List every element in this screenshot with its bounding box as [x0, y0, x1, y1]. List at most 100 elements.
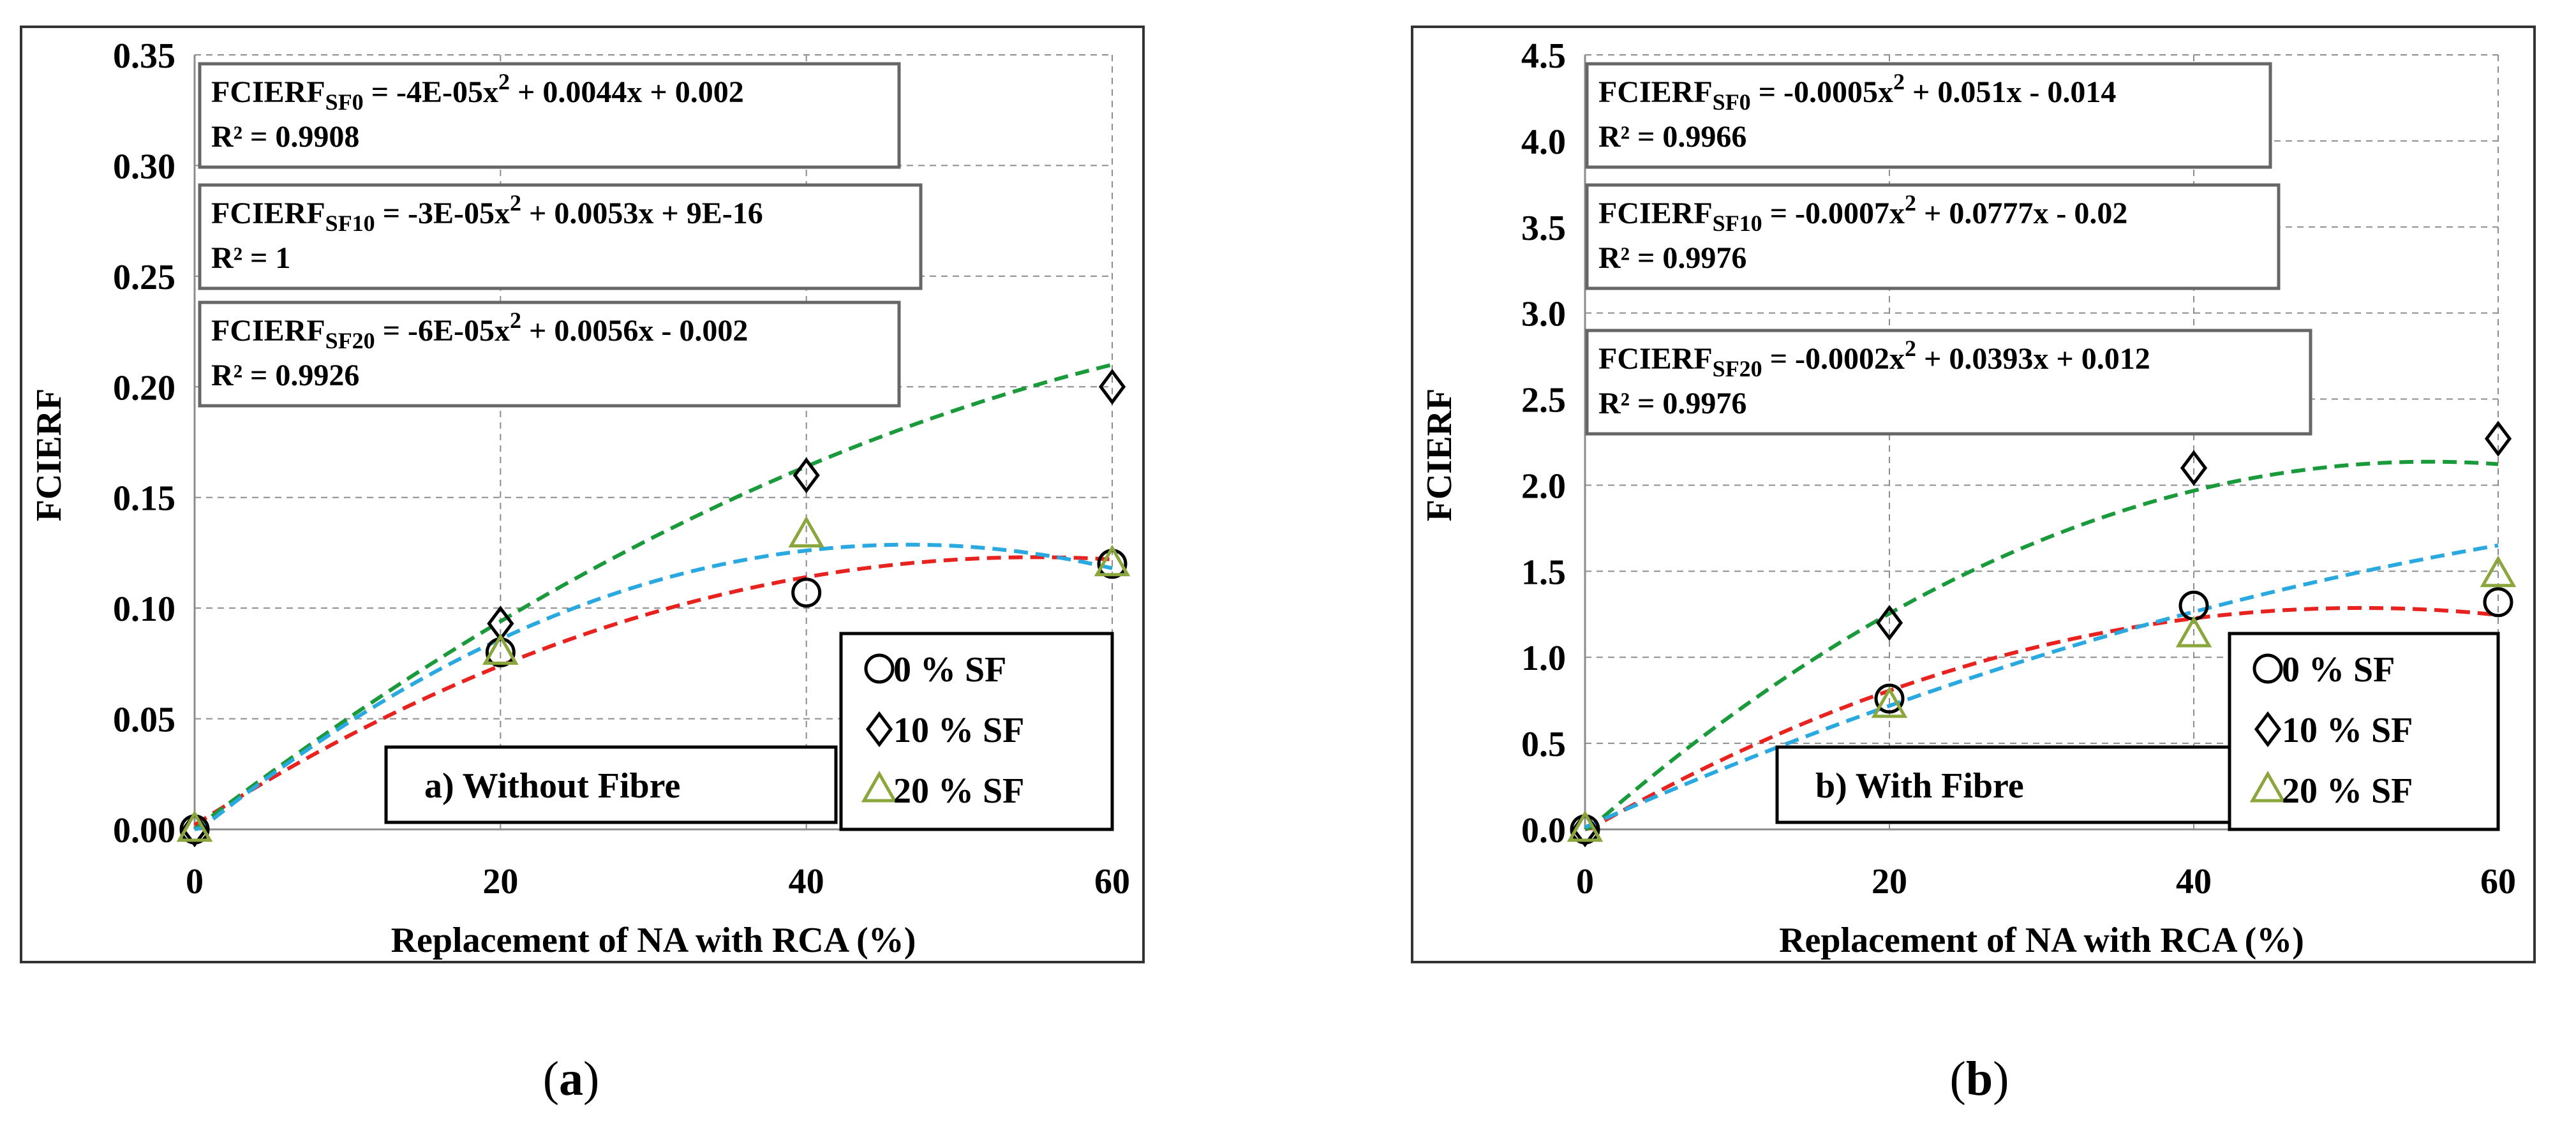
- data-point-circle: [1874, 683, 1905, 714]
- equation-prefix: FCIERF: [1598, 75, 1713, 109]
- equation-box: [1585, 62, 2272, 169]
- subfigure-caption: (a): [543, 1052, 600, 1106]
- y-tick-label: 1.5: [1521, 552, 1566, 592]
- caption-paren-close: ): [583, 1052, 599, 1106]
- y-tick-label: 3.5: [1521, 209, 1566, 248]
- data-point-triangle: [2480, 555, 2517, 588]
- chart-panel-b: 0.0 0.5 1.0 1.5 2.0 2.5 3.0 3.5 4.0 4.5 0 20 40 60 Rep…: [1411, 26, 2536, 1106]
- equation-subscript: SF0: [325, 89, 364, 115]
- equation-prefix: FCIERF: [1598, 342, 1713, 376]
- x-tick-label: 40: [2176, 862, 2212, 901]
- data-point-diamond: [1875, 605, 1903, 641]
- r-squared-text: R² = 0.9908: [211, 120, 359, 154]
- r-squared-text: R² = 0.9966: [1598, 120, 1746, 154]
- x-tick-label: 0: [186, 862, 204, 901]
- data-point-triangle: [1567, 810, 1604, 842]
- equation-text: FCIERFSF20 = -6E-05x2 + 0.0056x - 0.002: [211, 308, 748, 353]
- caption-paren-open: (: [543, 1052, 559, 1106]
- data-point-circle: [791, 577, 822, 608]
- caption-letter: a: [559, 1052, 583, 1106]
- legend-marker-diamond: [865, 711, 893, 748]
- x-axis-title: Replacement of NA with RCA (%): [391, 921, 916, 960]
- equation-subscript: SF20: [1713, 356, 1762, 382]
- r-squared-text: R² = 0.9976: [1598, 241, 1746, 275]
- equation-superscript: 2: [510, 308, 521, 333]
- equation-box: [198, 183, 923, 290]
- legend-box: [2228, 632, 2500, 831]
- trendline-circle: [193, 555, 1113, 827]
- caption-letter: b: [1966, 1052, 1993, 1106]
- data-point-triangle: [176, 810, 213, 842]
- x-tick-label: 40: [789, 862, 824, 901]
- y-tick-label: 0.15: [113, 479, 175, 519]
- y-tick-label: 0.5: [1521, 725, 1566, 764]
- y-tick-label: 0.00: [113, 811, 175, 850]
- data-point-circle: [2483, 587, 2513, 618]
- x-tick-label: 60: [2480, 862, 2516, 901]
- equation-prefix: FCIERF: [211, 197, 325, 230]
- caption-paren-close: ): [1993, 1052, 2009, 1106]
- data-point-triangle: [788, 515, 824, 548]
- equation-prefix: FCIERF: [211, 75, 325, 109]
- y-tick-label: 2.5: [1521, 381, 1566, 420]
- y-axis-title: FCIERF: [1420, 389, 1459, 521]
- equation-subscript: SF20: [325, 328, 375, 353]
- y-tick-label: 4.5: [1521, 36, 1566, 76]
- equation-subscript: SF10: [325, 211, 375, 236]
- equation-lhs: = -0.0002x: [1762, 342, 1905, 376]
- y-tick-label: 0.35: [113, 36, 175, 76]
- legend-label: 0 % SF: [893, 650, 1006, 690]
- legend-label: 20 % SF: [893, 771, 1024, 811]
- data-point-triangle: [482, 633, 519, 665]
- y-tick-label: 2.0: [1521, 466, 1566, 506]
- r-squared-text: R² = 0.9976: [1598, 387, 1746, 420]
- data-point-diamond: [2180, 450, 2208, 486]
- legend-box: [839, 632, 1114, 831]
- equation-text: FCIERFSF10 = -0.0007x2 + 0.0777x - 0.02: [1598, 190, 2127, 236]
- equation-prefix: FCIERF: [211, 314, 325, 348]
- y-tick-label: 1.0: [1521, 639, 1566, 678]
- equation-subscript: SF0: [1713, 89, 1751, 115]
- y-axis-title: FCIERF: [29, 389, 69, 521]
- equation-superscript: 2: [1905, 336, 1916, 361]
- y-tick-label: 0.20: [113, 368, 175, 408]
- data-point-diamond: [1098, 369, 1126, 405]
- equation-box: [1585, 183, 2281, 290]
- y-tick-label: 0.30: [113, 147, 175, 186]
- y-tick-label: 0.0: [1521, 811, 1566, 850]
- legend-label: 20 % SF: [2282, 771, 2413, 811]
- x-tick-label: 0: [1576, 862, 1594, 901]
- equation-rhs: + 0.0053x + 9E-16: [521, 197, 763, 230]
- trendline-diamond: [193, 362, 1113, 831]
- data-point-diamond: [793, 457, 820, 494]
- r-squared-text: R² = 1: [211, 241, 290, 275]
- legend-label: 0 % SF: [2282, 650, 2395, 690]
- equation-superscript: 2: [510, 190, 521, 216]
- data-point-triangle: [1094, 544, 1131, 577]
- x-tick-label: 20: [1872, 862, 1907, 901]
- equation-text: FCIERFSF0 = -4E-05x2 + 0.0044x + 0.002: [211, 69, 744, 115]
- equation-lhs: = -3E-05x: [375, 197, 510, 230]
- equation-box: [1585, 329, 2312, 436]
- y-tick-label: 3.0: [1521, 295, 1566, 334]
- r-squared-text: R² = 0.9926: [211, 359, 359, 392]
- equation-lhs: = -4E-05x: [364, 75, 498, 109]
- chart-panel-a: 0.00 0.05 0.10 0.15 0.20 0.25 0.30 0.35 0 20 40 60 R…: [20, 26, 1145, 1106]
- equation-rhs: + 0.051x - 0.014: [1905, 75, 2116, 109]
- panel-label-box: [1775, 745, 2231, 824]
- equation-lhs: = -0.0005x: [1751, 75, 1893, 109]
- y-tick-label: 0.05: [113, 701, 175, 740]
- equation-text: FCIERFSF0 = -0.0005x2 + 0.051x - 0.014: [1598, 69, 2116, 115]
- x-tick-label: 60: [1094, 862, 1130, 901]
- trendline-diamond: [1584, 459, 2499, 831]
- equation-rhs: + 0.0777x - 0.02: [1916, 197, 2127, 230]
- y-tick-label: 0.10: [113, 590, 175, 629]
- equation-superscript: 2: [1905, 190, 1916, 216]
- y-tick-label: 0.25: [113, 258, 175, 297]
- x-tick-label: 20: [482, 862, 518, 901]
- subfigure-caption: (b): [1950, 1052, 2009, 1106]
- equation-text: FCIERFSF20 = -0.0002x2 + 0.0393x + 0.012: [1598, 336, 2150, 382]
- panel-label-box: [384, 745, 838, 824]
- data-point-diamond: [2484, 420, 2512, 457]
- equation-lhs: = -0.0007x: [1762, 197, 1905, 230]
